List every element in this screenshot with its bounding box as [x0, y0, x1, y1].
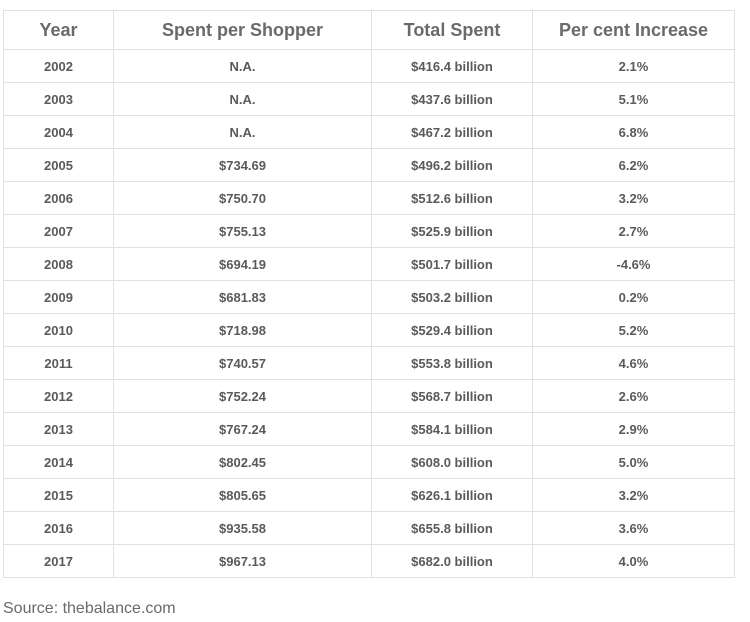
cell-spent-per-shopper: $752.24	[113, 379, 372, 413]
cell-total-spent: $529.4 billion	[371, 313, 533, 347]
cell-percent-increase: 3.2%	[532, 181, 735, 215]
table-row: 2010 $718.98 $529.4 billion 5.2%	[3, 313, 735, 347]
source-caption: Source: thebalance.com	[3, 600, 176, 617]
cell-year: 2016	[3, 511, 114, 545]
table-header-row: Year Spent per Shopper Total Spent Per c…	[3, 10, 735, 50]
cell-year: 2004	[3, 115, 114, 149]
cell-percent-increase: 0.2%	[532, 280, 735, 314]
table-row: 2016 $935.58 $655.8 billion 3.6%	[3, 511, 735, 545]
table-row: 2007 $755.13 $525.9 billion 2.7%	[3, 214, 735, 248]
cell-year: 2015	[3, 478, 114, 512]
cell-percent-increase: 5.2%	[532, 313, 735, 347]
table-row: 2017 $967.13 $682.0 billion 4.0%	[3, 544, 735, 578]
cell-spent-per-shopper: $718.98	[113, 313, 372, 347]
cell-percent-increase: 5.1%	[532, 82, 735, 116]
cell-spent-per-shopper: $681.83	[113, 280, 372, 314]
holiday-spending-table: Year Spent per Shopper Total Spent Per c…	[3, 10, 735, 578]
table-row: 2004 N.A. $467.2 billion 6.8%	[3, 115, 735, 149]
cell-total-spent: $584.1 billion	[371, 412, 533, 446]
table-body: 2002 N.A. $416.4 billion 2.1% 2003 N.A. $437.6…	[3, 49, 735, 578]
cell-percent-increase: 5.0%	[532, 445, 735, 479]
table-row: 2003 N.A. $437.6 billion 5.1%	[3, 82, 735, 116]
cell-year: 2010	[3, 313, 114, 347]
cell-year: 2007	[3, 214, 114, 248]
cell-total-spent: $416.4 billion	[371, 49, 533, 83]
cell-percent-increase: 6.8%	[532, 115, 735, 149]
cell-total-spent: $553.8 billion	[371, 346, 533, 380]
cell-percent-increase: -4.6%	[532, 247, 735, 281]
cell-year: 2003	[3, 82, 114, 116]
data-table-container: Year Spent per Shopper Total Spent Per c…	[3, 10, 735, 578]
cell-total-spent: $496.2 billion	[371, 148, 533, 182]
cell-total-spent: $512.6 billion	[371, 181, 533, 215]
cell-year: 2006	[3, 181, 114, 215]
table-row: 2014 $802.45 $608.0 billion 5.0%	[3, 445, 735, 479]
cell-total-spent: $437.6 billion	[371, 82, 533, 116]
header-spent-per-shopper: Spent per Shopper	[113, 10, 372, 50]
header-percent-increase: Per cent Increase	[532, 10, 735, 50]
cell-year: 2011	[3, 346, 114, 380]
cell-spent-per-shopper: N.A.	[113, 49, 372, 83]
cell-spent-per-shopper: $740.57	[113, 346, 372, 380]
table-row: 2009 $681.83 $503.2 billion 0.2%	[3, 280, 735, 314]
cell-percent-increase: 2.6%	[532, 379, 735, 413]
cell-spent-per-shopper: N.A.	[113, 82, 372, 116]
cell-percent-increase: 4.0%	[532, 544, 735, 578]
cell-spent-per-shopper: N.A.	[113, 115, 372, 149]
cell-year: 2013	[3, 412, 114, 446]
table-row: 2006 $750.70 $512.6 billion 3.2%	[3, 181, 735, 215]
cell-total-spent: $682.0 billion	[371, 544, 533, 578]
cell-year: 2012	[3, 379, 114, 413]
cell-percent-increase: 2.7%	[532, 214, 735, 248]
cell-spent-per-shopper: $805.65	[113, 478, 372, 512]
cell-spent-per-shopper: $935.58	[113, 511, 372, 545]
table-row: 2002 N.A. $416.4 billion 2.1%	[3, 49, 735, 83]
header-total-spent: Total Spent	[371, 10, 533, 50]
cell-percent-increase: 2.9%	[532, 412, 735, 446]
cell-spent-per-shopper: $767.24	[113, 412, 372, 446]
table-row: 2008 $694.19 $501.7 billion -4.6%	[3, 247, 735, 281]
cell-year: 2008	[3, 247, 114, 281]
cell-year: 2014	[3, 445, 114, 479]
cell-percent-increase: 6.2%	[532, 148, 735, 182]
table-row: 2015 $805.65 $626.1 billion 3.2%	[3, 478, 735, 512]
cell-total-spent: $525.9 billion	[371, 214, 533, 248]
cell-year: 2009	[3, 280, 114, 314]
cell-spent-per-shopper: $750.70	[113, 181, 372, 215]
cell-percent-increase: 3.2%	[532, 478, 735, 512]
table-row: 2011 $740.57 $553.8 billion 4.6%	[3, 346, 735, 380]
cell-spent-per-shopper: $734.69	[113, 148, 372, 182]
cell-spent-per-shopper: $967.13	[113, 544, 372, 578]
cell-year: 2002	[3, 49, 114, 83]
cell-spent-per-shopper: $802.45	[113, 445, 372, 479]
cell-year: 2017	[3, 544, 114, 578]
cell-total-spent: $568.7 billion	[371, 379, 533, 413]
header-year: Year	[3, 10, 114, 50]
cell-percent-increase: 4.6%	[532, 346, 735, 380]
cell-total-spent: $503.2 billion	[371, 280, 533, 314]
cell-percent-increase: 2.1%	[532, 49, 735, 83]
cell-total-spent: $467.2 billion	[371, 115, 533, 149]
cell-year: 2005	[3, 148, 114, 182]
cell-spent-per-shopper: $694.19	[113, 247, 372, 281]
table-row: 2013 $767.24 $584.1 billion 2.9%	[3, 412, 735, 446]
cell-total-spent: $501.7 billion	[371, 247, 533, 281]
cell-total-spent: $626.1 billion	[371, 478, 533, 512]
cell-spent-per-shopper: $755.13	[113, 214, 372, 248]
table-row: 2005 $734.69 $496.2 billion 6.2%	[3, 148, 735, 182]
cell-total-spent: $655.8 billion	[371, 511, 533, 545]
table-row: 2012 $752.24 $568.7 billion 2.6%	[3, 379, 735, 413]
cell-total-spent: $608.0 billion	[371, 445, 533, 479]
cell-percent-increase: 3.6%	[532, 511, 735, 545]
